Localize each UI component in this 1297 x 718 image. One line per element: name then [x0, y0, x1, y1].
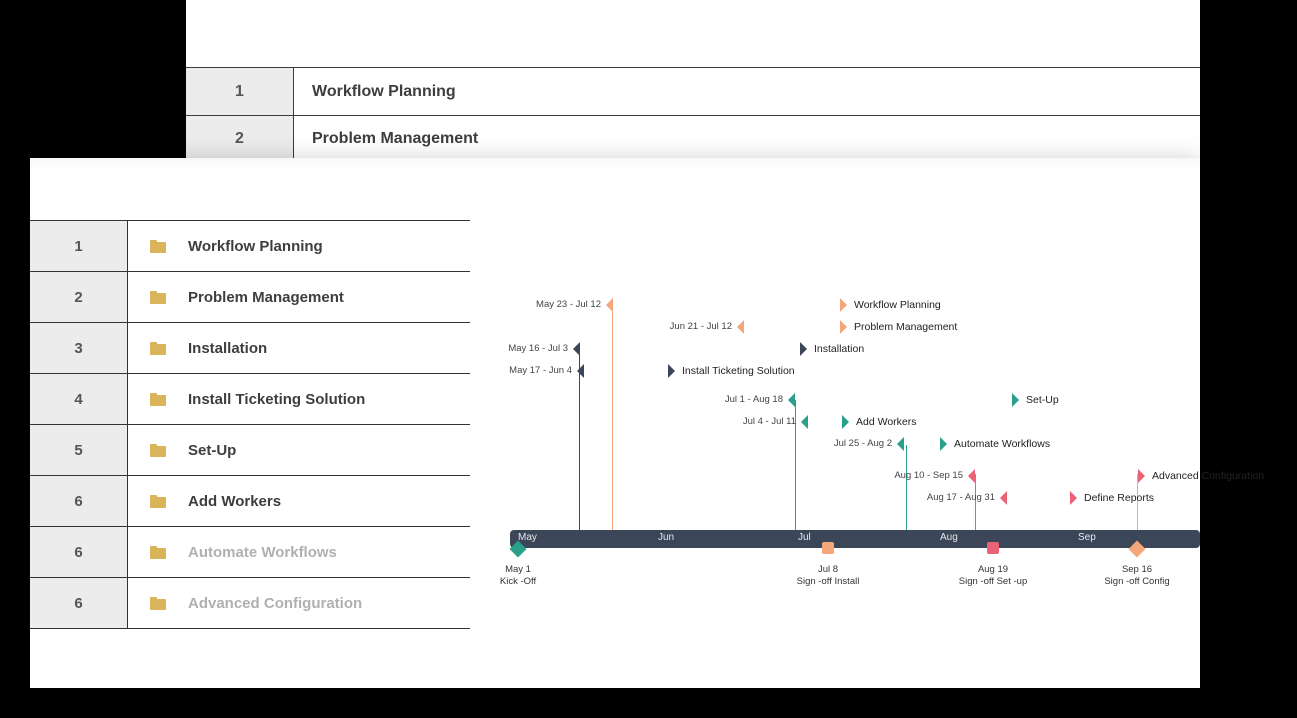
- gantt-bar[interactable]: [795, 393, 1012, 407]
- gantt-date-range: Jul 25 - Aug 2: [834, 438, 892, 449]
- row-number: 5: [30, 425, 128, 475]
- folder-icon: [128, 546, 188, 559]
- folder-icon: [128, 495, 188, 508]
- row-label: Automate Workflows: [188, 544, 337, 561]
- row-number: 2: [30, 272, 128, 322]
- table-row[interactable]: 5 Set-Up: [30, 425, 470, 476]
- gantt-task-label: Installation: [814, 343, 864, 355]
- table-row[interactable]: 3 Installation: [30, 323, 470, 374]
- milestone-date: May 1: [478, 564, 558, 575]
- gantt-bar[interactable]: [975, 469, 1138, 483]
- row-label: Problem Management: [294, 130, 478, 148]
- folder-icon: [128, 393, 188, 406]
- row-number: 2: [186, 116, 294, 162]
- milestone-date: Aug 19: [953, 564, 1033, 575]
- table-row[interactable]: 1 Workflow Planning: [186, 67, 1200, 115]
- milestone-date: Sep 16: [1097, 564, 1177, 575]
- gantt-bar[interactable]: [744, 320, 840, 334]
- row-label: Installation: [188, 340, 267, 357]
- gantt-bar[interactable]: [613, 298, 840, 312]
- gantt-bar[interactable]: [1007, 491, 1070, 505]
- timeline-month-label: Sep: [1078, 532, 1096, 543]
- row-label: Workflow Planning: [188, 238, 323, 255]
- timeline-month-label: Jul: [798, 532, 811, 543]
- milestone-label: Sign -off Config: [1087, 576, 1187, 587]
- folder-icon: [128, 597, 188, 610]
- gantt-date-range: Jul 4 - Jul 11: [743, 416, 796, 427]
- gantt-bar[interactable]: [808, 415, 842, 429]
- milestone-marker[interactable]: [822, 542, 834, 554]
- gantt-task-label: Define Reports: [1084, 492, 1154, 504]
- table-row[interactable]: 6 Automate Workflows: [30, 527, 470, 578]
- gantt-date-range: Jun 21 - Jul 12: [670, 321, 732, 332]
- row-number: 1: [30, 221, 128, 271]
- front-gantt-panel: 1 Workflow Planning 2 Problem Management 3 In…: [30, 158, 1200, 688]
- gantt-date-range: May 23 - Jul 12: [536, 299, 601, 310]
- milestone-date: Jul 8: [788, 564, 868, 575]
- back-task-panel: 1 Workflow Planning 2 Problem Management: [186, 0, 1200, 160]
- table-row[interactable]: 1 Workflow Planning: [30, 221, 470, 272]
- folder-icon: [128, 240, 188, 253]
- table-row[interactable]: 6 Add Workers: [30, 476, 470, 527]
- row-label: Set-Up: [188, 442, 236, 459]
- table-row[interactable]: 2 Problem Management: [30, 272, 470, 323]
- gantt-date-range: Jul 1 - Aug 18: [725, 394, 783, 405]
- row-label: Install Ticketing Solution: [188, 391, 365, 408]
- gantt-bar[interactable]: [904, 437, 940, 451]
- gantt-task-label: Workflow Planning: [854, 299, 941, 311]
- row-label: Advanced Configuration: [188, 595, 362, 612]
- row-number: 6: [30, 578, 128, 628]
- timeline-month-label: Aug: [940, 532, 958, 543]
- gantt-date-range: Aug 17 - Aug 31: [927, 492, 995, 503]
- gantt-bar[interactable]: [580, 342, 800, 356]
- milestone-label: Kick -Off: [468, 576, 568, 587]
- gantt-date-range: May 16 - Jul 3: [508, 343, 568, 354]
- gantt-chart: May 23 - Jul 12 Workflow Planning Jun 21 -…: [470, 220, 1200, 688]
- milestone-label: Sign -off Set -up: [943, 576, 1043, 587]
- timeline-axis: May Jun Jul Aug Sep: [510, 530, 1200, 548]
- timeline-month-label: Jun: [658, 532, 674, 543]
- timeline-month-label: May: [518, 532, 537, 543]
- task-list: 1 Workflow Planning 2 Problem Management 3 In…: [30, 220, 470, 688]
- row-label: Add Workers: [188, 493, 281, 510]
- back-panel-header: [186, 0, 1200, 67]
- gantt-task-label: Advanced Configuration: [1152, 470, 1264, 482]
- table-row[interactable]: 6 Advanced Configuration: [30, 578, 470, 629]
- row-label: Workflow Planning: [294, 83, 456, 101]
- row-number: 6: [30, 476, 128, 526]
- gantt-task-label: Set-Up: [1026, 394, 1059, 406]
- milestone-marker[interactable]: [987, 542, 999, 554]
- gantt-task-label: Automate Workflows: [954, 438, 1050, 450]
- row-number: 3: [30, 323, 128, 373]
- folder-icon: [128, 291, 188, 304]
- milestone-label: Sign -off Install: [778, 576, 878, 587]
- folder-icon: [128, 342, 188, 355]
- gantt-task-label: Install Ticketing Solution: [682, 365, 795, 377]
- front-panel-header: [30, 158, 1200, 220]
- row-number: 1: [186, 68, 294, 115]
- row-label: Problem Management: [188, 289, 344, 306]
- table-row[interactable]: 2 Problem Management: [186, 115, 1200, 163]
- folder-icon: [128, 444, 188, 457]
- gantt-date-range: Aug 10 - Sep 15: [894, 470, 963, 481]
- row-number: 6: [30, 527, 128, 577]
- gantt-date-range: May 17 - Jun 4: [509, 365, 572, 376]
- gantt-task-label: Add Workers: [856, 416, 917, 428]
- row-number: 4: [30, 374, 128, 424]
- table-row[interactable]: 4 Install Ticketing Solution: [30, 374, 470, 425]
- gantt-bar[interactable]: [584, 364, 668, 378]
- gantt-task-label: Problem Management: [854, 321, 957, 333]
